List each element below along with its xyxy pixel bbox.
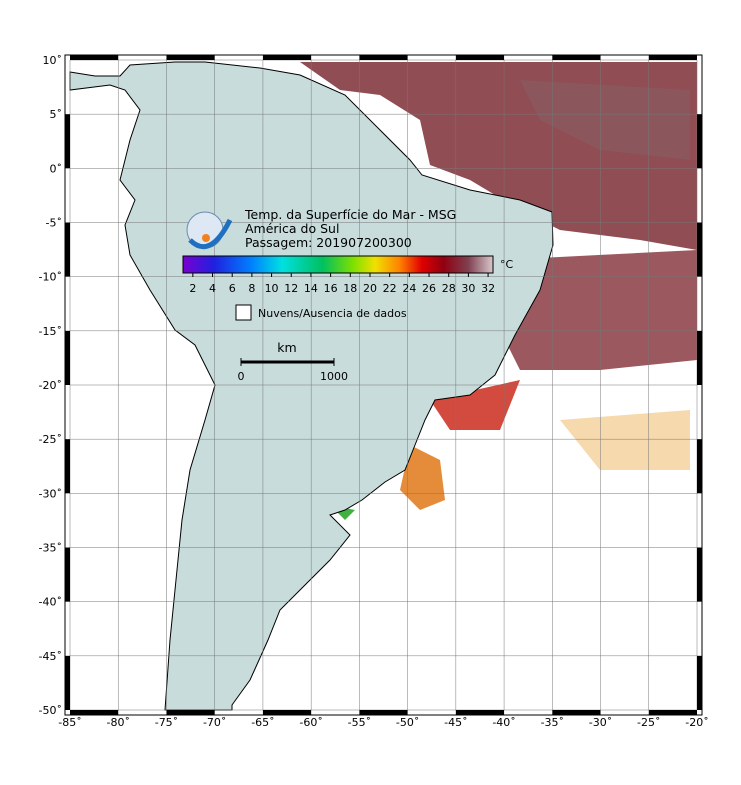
y-tick-label: -35˚ bbox=[39, 542, 62, 555]
frame-bar bbox=[697, 655, 702, 710]
y-tick-label: 5˚ bbox=[50, 108, 63, 121]
colorbar-tick-label: 18 bbox=[343, 282, 357, 295]
x-tick-label: -35˚ bbox=[541, 716, 564, 729]
colorbar-tick-label: 6 bbox=[229, 282, 236, 295]
y-tick-label: -45˚ bbox=[39, 650, 62, 663]
x-tick-label: -55˚ bbox=[348, 716, 371, 729]
x-tick-label: -80˚ bbox=[106, 716, 129, 729]
y-tick-label: -30˚ bbox=[39, 487, 62, 500]
colorbar bbox=[182, 255, 494, 274]
frame-bar bbox=[359, 55, 408, 60]
colorbar-tick-label: 28 bbox=[442, 282, 456, 295]
frame-bar bbox=[455, 55, 505, 60]
frame-bar bbox=[65, 655, 70, 710]
y-tick-label: -25˚ bbox=[39, 433, 62, 446]
colorbar-unit: °C bbox=[500, 258, 514, 271]
title-line: América do Sul bbox=[245, 221, 339, 236]
x-tick-label: -75˚ bbox=[155, 716, 178, 729]
frame-bar bbox=[648, 710, 697, 715]
frame-bar bbox=[262, 55, 312, 60]
sst-patches bbox=[300, 62, 697, 520]
title-line: Temp. da Superfície do Mar - MSG bbox=[244, 207, 456, 222]
x-tick-label: -50˚ bbox=[396, 716, 419, 729]
x-tick-label: -65˚ bbox=[251, 716, 274, 729]
frame bbox=[64, 54, 703, 716]
x-tick-label: -85˚ bbox=[58, 716, 81, 729]
x-tick-label: -70˚ bbox=[203, 716, 226, 729]
frame-bar bbox=[648, 55, 697, 60]
y-tick-label: -5˚ bbox=[46, 217, 62, 230]
frame-bar bbox=[65, 114, 70, 169]
y-tick-label: -40˚ bbox=[39, 596, 62, 609]
frame-bar bbox=[65, 330, 70, 385]
frame-bar bbox=[65, 439, 70, 494]
frame-bar bbox=[552, 710, 601, 715]
y-tick-label: -10˚ bbox=[39, 271, 62, 284]
colorbar-tick-label: 16 bbox=[324, 282, 338, 295]
title-line: Passagem: 201907200300 bbox=[245, 235, 412, 250]
frame-bar bbox=[697, 222, 702, 277]
colorbar-tick-label: 4 bbox=[209, 282, 216, 295]
colorbar-tick-label: 8 bbox=[248, 282, 255, 295]
x-tick-label: -25˚ bbox=[637, 716, 660, 729]
colorbar-tick-label: 24 bbox=[402, 282, 416, 295]
logo bbox=[186, 211, 233, 250]
colorbar-tick-label: 2 bbox=[189, 282, 196, 295]
frame-bar bbox=[455, 710, 505, 715]
frame-bar bbox=[166, 710, 215, 715]
frame-bar bbox=[262, 710, 312, 715]
y-tick-label: -15˚ bbox=[39, 325, 62, 338]
colorbar-tick-label: 14 bbox=[304, 282, 318, 295]
frame-bar bbox=[697, 330, 702, 385]
x-tick-label: -60˚ bbox=[299, 716, 322, 729]
frame-bar bbox=[552, 55, 601, 60]
legend-label: Nuvens/Ausencia de dados bbox=[258, 307, 407, 320]
frame-bar bbox=[697, 547, 702, 602]
x-tick-label: -40˚ bbox=[492, 716, 515, 729]
x-tick-label: -20˚ bbox=[685, 716, 708, 729]
y-tick-label: 0˚ bbox=[50, 162, 63, 175]
frame-bar bbox=[166, 55, 215, 60]
colorbar-tick-label: 10 bbox=[265, 282, 279, 295]
y-tick-label: -20˚ bbox=[39, 379, 62, 392]
colorbar-tick-label: 20 bbox=[363, 282, 377, 295]
frame-bar bbox=[697, 439, 702, 494]
x-tick-label: -45˚ bbox=[444, 716, 467, 729]
scale-tick-label: 1000 bbox=[320, 370, 348, 383]
frame-bar bbox=[70, 55, 119, 60]
colorbar-tick-label: 26 bbox=[422, 282, 436, 295]
colorbar-tick-label: 32 bbox=[481, 282, 495, 295]
y-tick-label: 10˚ bbox=[43, 54, 63, 67]
colorbar-tick-label: 30 bbox=[461, 282, 475, 295]
frame-bar bbox=[65, 547, 70, 602]
frame-bar bbox=[359, 710, 408, 715]
y-tick-label: -50˚ bbox=[39, 704, 62, 717]
frame-bar bbox=[70, 710, 119, 715]
frame-bar bbox=[697, 114, 702, 169]
colorbar-tick-label: 22 bbox=[383, 282, 397, 295]
scale-unit: km bbox=[277, 340, 296, 355]
scale-tick-label: 0 bbox=[238, 370, 245, 383]
colorbar-tick-label: 12 bbox=[284, 282, 298, 295]
frame-bar bbox=[65, 222, 70, 277]
legend-swatch bbox=[235, 304, 252, 321]
x-tick-label: -30˚ bbox=[589, 716, 612, 729]
